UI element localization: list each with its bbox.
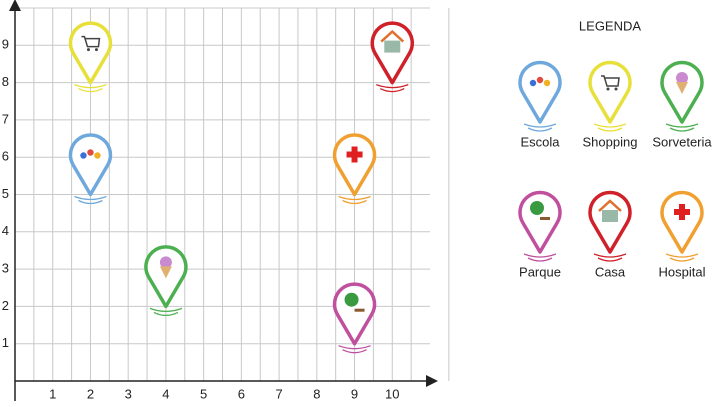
map-pin (144, 245, 188, 317)
pin-ripple (597, 257, 623, 262)
pin-body (518, 60, 562, 124)
x-tick-label: 6 (238, 386, 245, 401)
legend-label: Shopping (583, 134, 638, 149)
x-tick-label: 9 (351, 386, 358, 401)
x-tick-label: 8 (313, 386, 320, 401)
pin-ripple (376, 83, 409, 89)
map-pin (518, 190, 562, 262)
x-tick-label: 7 (275, 386, 282, 401)
icon (529, 79, 537, 87)
pin-ripple (527, 127, 553, 132)
pin-ripple (665, 123, 699, 128)
legend-label: Casa (595, 264, 626, 279)
pin-body (332, 282, 377, 346)
legend-label: Sorveteria (652, 134, 712, 149)
map-pin (332, 282, 377, 354)
map-pin (518, 60, 562, 132)
icon (601, 75, 620, 87)
pin-body (332, 133, 377, 197)
icon (536, 76, 544, 84)
map-pin (660, 190, 704, 262)
x-tick-label: 3 (125, 386, 132, 401)
icon (351, 146, 358, 163)
pin-ripple (342, 199, 367, 205)
map-pin (370, 21, 415, 93)
pin-ripple (78, 88, 103, 93)
pin-ripple (523, 123, 557, 128)
icon (598, 199, 622, 212)
pin-ripple (665, 253, 699, 258)
y-tick-label: 6 (2, 149, 9, 164)
x-tick-label: 10 (385, 386, 399, 401)
map-pin (588, 60, 632, 132)
icon (384, 40, 401, 53)
pin-ripple (153, 311, 179, 317)
map-pin (588, 190, 632, 262)
y-tick-label: 5 (2, 186, 9, 201)
icon (530, 201, 544, 215)
icon (679, 204, 685, 220)
pin-body (588, 60, 632, 124)
legend-label: Parque (519, 264, 561, 279)
icon (602, 210, 618, 222)
map-pin (68, 133, 113, 205)
y-tick-label: 9 (2, 37, 9, 52)
pin-ripple (342, 349, 367, 354)
legend-title: LEGENDA (579, 18, 641, 33)
icon (606, 87, 610, 91)
icon (80, 152, 87, 159)
icon (614, 87, 618, 91)
y-tick-label: 4 (2, 223, 9, 238)
pin-body (370, 21, 415, 85)
y-tick-label: 2 (2, 298, 9, 313)
icon (159, 266, 172, 279)
icon (94, 48, 98, 52)
pin-body (518, 190, 562, 254)
icon (81, 35, 101, 48)
pin-ripple (669, 127, 695, 132)
pin-ripple (669, 257, 695, 262)
pin-body (68, 21, 113, 85)
pin-ripple (78, 199, 103, 205)
pin-ripple (597, 127, 623, 132)
icon (540, 217, 550, 220)
pin-ripple (338, 195, 371, 201)
y-tick-label: 7 (2, 111, 9, 126)
icon (94, 152, 101, 159)
pin-ripple (338, 345, 371, 350)
icon (354, 308, 365, 312)
x-tick-label: 2 (87, 386, 94, 401)
x-tick-label: 5 (200, 386, 207, 401)
pin-ripple (593, 253, 627, 258)
x-tick-label: 1 (49, 386, 56, 401)
icon (676, 82, 688, 94)
pin-body (660, 190, 704, 254)
map-pin (68, 21, 113, 93)
pin-body (68, 133, 113, 197)
pin-body (588, 190, 632, 254)
icon (86, 48, 90, 52)
pin-ripple (379, 88, 405, 93)
legend-label: Hospital (659, 264, 706, 279)
pin-ripple (74, 83, 107, 89)
pin-ripple (523, 253, 557, 258)
pin-ripple (593, 123, 627, 128)
pin-ripple (527, 257, 553, 262)
x-tick-label: 4 (162, 386, 169, 401)
map-pin (332, 133, 377, 205)
pin-ripple (149, 307, 183, 313)
icon (159, 256, 172, 269)
icon (87, 149, 94, 156)
y-tick-label: 3 (2, 261, 9, 276)
icon (676, 72, 688, 84)
legend-label: Escola (520, 134, 560, 149)
icon (543, 79, 551, 87)
y-tick-label: 8 (2, 74, 9, 89)
pin-ripple (74, 195, 107, 201)
map-pin (660, 60, 704, 132)
icon (380, 29, 405, 43)
y-tick-label: 1 (2, 335, 9, 350)
icon (344, 292, 359, 307)
